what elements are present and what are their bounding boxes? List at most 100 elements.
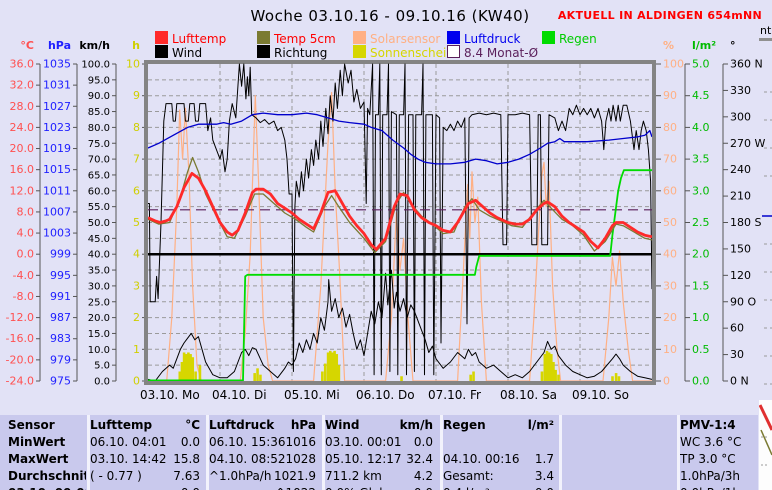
table-row-label: MinWert — [8, 435, 66, 449]
table-value: 0.0% Glob. — [325, 486, 433, 490]
table-value: ^1022 — [209, 486, 316, 490]
legend-item-sonnenschein: Sonnenschein — [353, 45, 454, 60]
axis-lm: 5.0 4.5 4.0 3.5 3.0 2.5 2.0 1.5 1.0 0.5 0.0 l/m² — [684, 39, 716, 388]
clipped-neighbor-panel: ntu — [759, 0, 772, 490]
axis-tick-label: 975 — [50, 375, 71, 388]
axis-tick-label: 45.0 — [88, 234, 110, 245]
axis-tick-label: 90 — [663, 89, 677, 102]
table-value: 3.4 — [534, 469, 554, 483]
axis-tick-label: 5 — [133, 216, 140, 229]
location-banner: AKTUELL IN ALDINGEN 654mNN — [557, 9, 762, 22]
table-column-divider — [87, 415, 90, 490]
table-value: ( - 0.77 ) — [90, 469, 142, 483]
axis-tick-label: 90.0 — [88, 91, 110, 102]
table-value: 0.0 — [413, 435, 433, 449]
series-lufttemp — [148, 171, 652, 251]
axis-tick-label: 1 — [133, 343, 140, 356]
axis-tick-label: -16.0 — [6, 332, 34, 345]
axis-tick-label: 75.0 — [88, 139, 110, 150]
table-col-unit: °C — [185, 418, 200, 432]
legend-label: Temp 5cm — [274, 32, 336, 46]
axis-tick-label: 120 — [730, 269, 751, 282]
axis-tick-label: 4.0 — [17, 227, 35, 240]
axis-tick-label: 150 — [730, 242, 751, 255]
table-value: 0.0 — [90, 486, 200, 490]
axis-tick-label: 9 — [133, 89, 140, 102]
table-col-unit: km/h — [399, 418, 433, 432]
axis-tick-label: 60 — [730, 322, 744, 335]
legend-item-8-4-monat--: 8.4 Monat-Ø — [447, 45, 538, 60]
axis-tick-label: 4 — [133, 248, 140, 261]
series-richtung — [148, 63, 652, 376]
axis-tick-label: 30 — [730, 348, 744, 361]
table-value: 06.10. 04:01 — [90, 435, 167, 449]
axis-tick-label: 100.0 — [81, 60, 110, 71]
axis-tick-label: 3.0 — [692, 184, 710, 197]
table-value: 03.10. 14:42 — [90, 452, 167, 466]
table-col-title: Wind — [325, 418, 360, 432]
legend-label: Luftdruck — [464, 32, 521, 46]
axis-tick-label: 1023 — [43, 121, 71, 134]
axis-tick-label: 30 — [663, 279, 677, 292]
axis-tick-label: 100 — [663, 58, 684, 71]
axis-unit-label: °C — [20, 39, 34, 52]
axis-tick-label: 4.0 — [692, 121, 710, 134]
axis-tick-label: 3 — [133, 279, 140, 292]
axis-unit-label: km/h — [79, 39, 110, 52]
table-value: 1.7 — [534, 452, 554, 466]
table-value: 32.4 — [406, 452, 433, 466]
series-temp5cm — [148, 156, 652, 254]
legend-item-richtung: Richtung — [257, 45, 327, 60]
table-column-divider — [559, 415, 562, 490]
axis-tick-label: 35.0 — [88, 266, 110, 277]
axis-tick-label: 979 — [50, 353, 71, 366]
legend-label: Wind — [172, 46, 203, 60]
legend-swatch — [447, 45, 460, 58]
axis-tick-label: 1035 — [43, 58, 71, 71]
axis-tick-label: -20.0 — [6, 353, 34, 366]
table-value: 0.0hPa/1h — [680, 486, 756, 490]
legend-swatch — [155, 31, 168, 44]
table-value: 0.0 — [325, 486, 433, 490]
axis-tick-label: 85.0 — [88, 107, 110, 118]
legend-label: Sonnenschein — [370, 46, 454, 60]
table-value: 05.10. 12:17 — [325, 452, 402, 466]
axis-tick-label: 80.0 — [88, 123, 110, 134]
axis-tick-label: 330 — [730, 84, 751, 97]
axis-hpa: 1035 1031 1027 1023 1019 1015 1011 1007 1003 999 9… — [43, 39, 78, 388]
axis-tick-label: 2.0 — [692, 248, 710, 261]
axis-tick-label: 80 — [663, 121, 677, 134]
axis-tick-label: 10.0 — [88, 345, 110, 356]
table-col-title: Lufttemp — [90, 418, 153, 432]
plot-frame — [144, 60, 656, 385]
legend-swatch — [447, 31, 460, 44]
table-value: 06.10. 15:36 — [209, 435, 286, 449]
axis-tick-label: 1015 — [43, 163, 71, 176]
axis-tick-label: 2 — [133, 311, 140, 324]
table-row-label: Sensor — [8, 418, 55, 432]
clipped-text-fragment: ntu — [760, 24, 772, 37]
axis-tick-label: 20 — [663, 311, 677, 324]
axis-tick-label: 240 — [730, 163, 751, 176]
day-label: 05.10. Mi — [284, 388, 340, 402]
axis-tick-label: 8 — [133, 121, 140, 134]
axis-tick-label: 991 — [50, 290, 71, 303]
table-col-unit: hPa — [290, 418, 316, 432]
axis-tick-label: 1031 — [43, 79, 71, 92]
axis-tick-label: 65.0 — [88, 170, 110, 181]
table-value: 1016 — [285, 435, 316, 449]
axis-tick-label: 10 — [126, 58, 140, 71]
x-axis-day-labels: 03.10. Mo 04.10. Di 05.10. Mi 06.10. Do 07.1… — [140, 388, 629, 402]
axis-tick-label: 0.0 — [94, 377, 110, 388]
legend-swatch — [257, 45, 270, 58]
axis-tick-label: 2.5 — [692, 216, 710, 229]
day-label: 03.10. Mo — [140, 388, 200, 402]
summary-table — [0, 415, 758, 490]
table-col-unit: l/m² — [527, 418, 554, 432]
axis-tick-label: 70 — [663, 153, 677, 166]
axis-tick-label: 995 — [50, 269, 71, 282]
axis-tick-label: 210 — [730, 190, 751, 203]
axis-tick-label: -4.0 — [13, 269, 34, 282]
axis-tick-label: 36.0 — [10, 58, 35, 71]
axis-tick-label: 24.0 — [10, 121, 35, 134]
